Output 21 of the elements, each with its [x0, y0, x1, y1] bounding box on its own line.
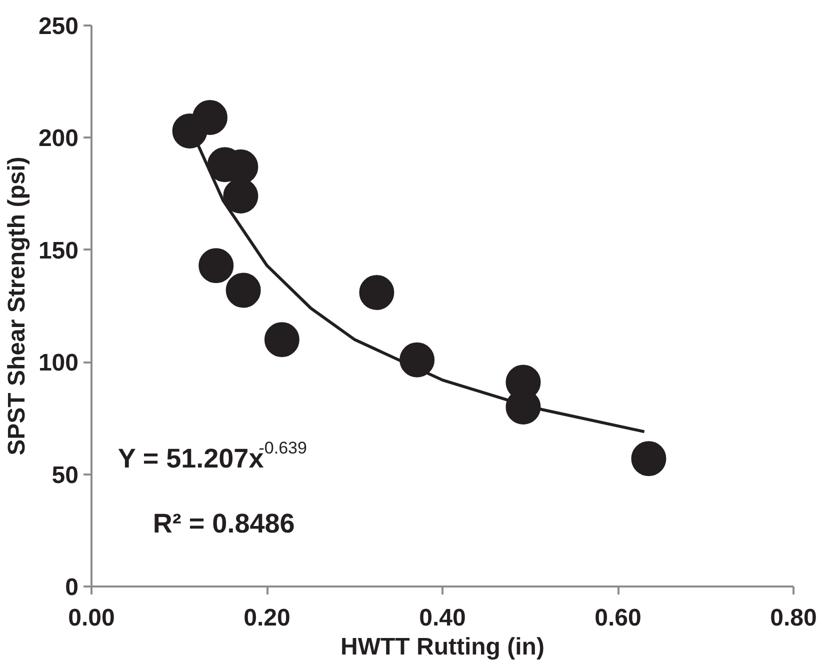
- y-tick-label: 0: [65, 574, 79, 601]
- point: [226, 272, 261, 308]
- x-tick-label: 0.60: [594, 604, 642, 632]
- point: [198, 248, 234, 284]
- point: [631, 441, 666, 476]
- x-tick-label: 0.00: [68, 604, 115, 632]
- y-tick-label: 150: [38, 237, 79, 264]
- y-tick-label: 50: [52, 462, 79, 489]
- y-tick-label: 200: [38, 125, 79, 152]
- point: [400, 342, 435, 378]
- y-tick-label: 100: [38, 350, 79, 377]
- point: [264, 322, 300, 358]
- point: [359, 275, 394, 310]
- y-axis-title: SPST Shear Strength (psi): [3, 156, 30, 456]
- x-tick-label: 0.40: [419, 604, 466, 632]
- x-axis-title: HWTT Rutting (in): [340, 634, 544, 660]
- annotation: R² = 0.8486: [152, 508, 295, 539]
- x-tick-label: 0.80: [770, 604, 817, 632]
- x-tick-label: 0.20: [244, 604, 290, 632]
- point: [192, 100, 228, 135]
- y-tick-label: 250: [38, 13, 79, 40]
